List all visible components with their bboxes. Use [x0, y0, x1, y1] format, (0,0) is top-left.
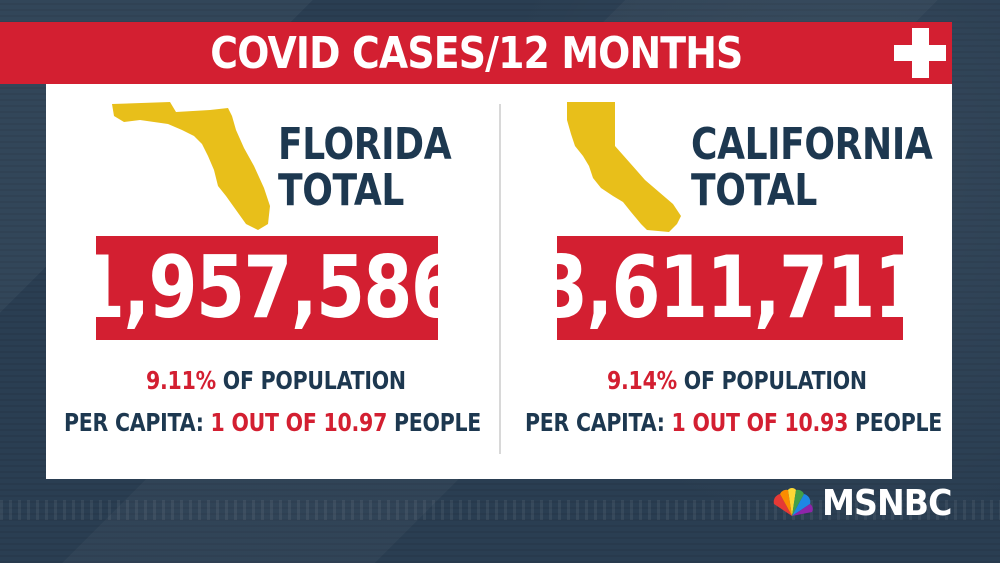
- california-percent-value: 9.14%: [607, 366, 677, 395]
- florida-cases-value: 1,957,586: [75, 238, 460, 338]
- network-name: MSNBC: [822, 482, 952, 524]
- california-percent-line: 9.14% OF POPULATION: [607, 366, 867, 395]
- florida-percent-suffix: OF POPULATION: [222, 366, 406, 395]
- florida-label-line2: TOTAL: [278, 165, 404, 216]
- california-label-line2: TOTAL: [691, 165, 817, 216]
- florida-label: FLORIDA TOTAL: [278, 119, 452, 216]
- california-map-icon: [567, 102, 681, 232]
- medical-cross-icon: [888, 22, 952, 84]
- florida-percent-line: 9.11% OF POPULATION: [146, 366, 406, 395]
- title-banner: COVID CASES/12 MONTHS: [0, 22, 952, 84]
- florida-per-capita-suffix: PEOPLE: [393, 408, 482, 437]
- florida-map-icon: [112, 102, 270, 230]
- panel-divider: [499, 104, 501, 454]
- florida-per-capita-value: 1 OUT OF 10.97: [210, 408, 388, 437]
- banner-title: COVID CASES/12 MONTHS: [209, 27, 743, 79]
- california-cases-box: 3,611,711: [539, 236, 923, 340]
- california-per-capita-value: 1 OUT OF 10.93: [671, 408, 849, 437]
- florida-percent-value: 9.11%: [146, 366, 216, 395]
- comparison-card: FLORIDA TOTAL 1,957,586 9.11% OF POPULAT…: [46, 84, 952, 479]
- california-percent-suffix: OF POPULATION: [683, 366, 867, 395]
- california-per-capita-line: PER CAPITA: 1 OUT OF 10.93 PEOPLE: [525, 408, 942, 437]
- california-label: CALIFORNIA TOTAL: [691, 119, 933, 216]
- california-label-line1: CALIFORNIA: [691, 119, 933, 170]
- network-logo: MSNBC: [770, 482, 963, 524]
- florida-panel: FLORIDA TOTAL 1,957,586 9.11% OF POPULAT…: [46, 84, 499, 479]
- florida-per-capita-line: PER CAPITA: 1 OUT OF 10.97 PEOPLE: [64, 408, 481, 437]
- background-dots: [0, 500, 1000, 520]
- california-per-capita-prefix: PER CAPITA:: [525, 408, 665, 437]
- florida-cases-box: 1,957,586: [76, 236, 460, 340]
- nbc-peacock-icon: [773, 488, 813, 516]
- california-cases-value: 3,611,711: [538, 238, 923, 338]
- florida-label-line1: FLORIDA: [278, 119, 452, 170]
- california-per-capita-suffix: PEOPLE: [854, 408, 943, 437]
- california-panel: CALIFORNIA TOTAL 3,611,711 9.14% OF POPU…: [501, 84, 954, 479]
- florida-per-capita-prefix: PER CAPITA:: [64, 408, 204, 437]
